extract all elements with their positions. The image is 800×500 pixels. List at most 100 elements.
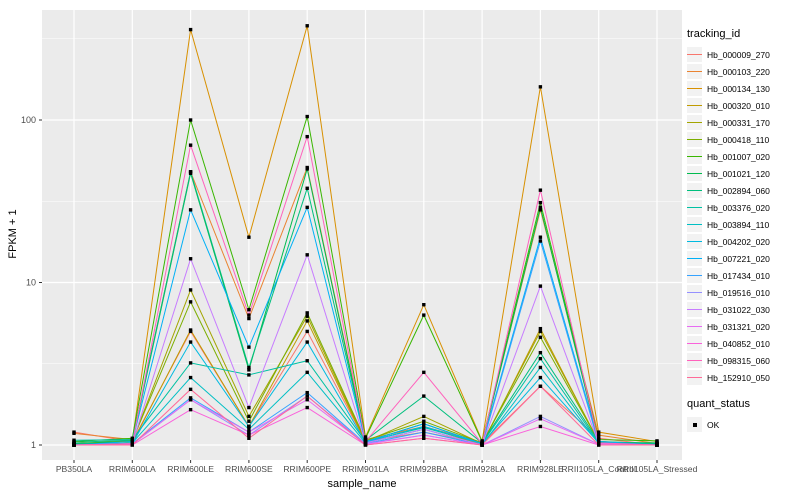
data-point: [538, 200, 543, 205]
plot-panel: [42, 10, 682, 460]
legend-line-icon: [687, 376, 702, 379]
data-point: [597, 433, 601, 437]
data-point: [247, 405, 251, 410]
legend-item: Hb_004202_020: [687, 234, 799, 249]
data-point: [538, 335, 543, 340]
legend-line-icon: [687, 87, 702, 90]
legend-line-icon: [687, 189, 702, 192]
data-point: [538, 205, 543, 210]
x-tick-label: RRII105LA_Control: [561, 464, 636, 474]
legend-key: [687, 115, 702, 130]
data-point: [247, 308, 251, 312]
data-point: [188, 375, 193, 380]
legend-key: [687, 302, 702, 317]
legend-line-icon: [687, 155, 702, 158]
data-point: [188, 143, 193, 147]
legend-items: Hb_000009_270 Hb_000103_220 Hb_000134_130 H…: [687, 47, 799, 385]
y-tick-label: 100: [21, 115, 36, 125]
x-tick-label: RRIM928BA: [400, 464, 448, 474]
legend-line-icon: [687, 104, 702, 107]
data-point: [247, 313, 251, 317]
legend-key: [687, 285, 702, 300]
legend-item: Hb_019516_010: [687, 285, 799, 300]
data-point: [597, 437, 601, 442]
data-point: [247, 316, 251, 321]
legend-line-icon: [687, 342, 702, 345]
data-point: [247, 436, 251, 440]
legend-key: [687, 319, 702, 334]
legend-item: Hb_040852_010: [687, 336, 799, 351]
data-point: [247, 424, 251, 429]
legend-key: [687, 200, 702, 215]
legend-item-label: Hb_040852_010: [707, 338, 770, 349]
legend-key: [687, 149, 702, 164]
data-point: [305, 24, 309, 28]
data-point: [247, 414, 251, 419]
legend-key: [687, 98, 702, 113]
data-point: [422, 424, 426, 429]
legend-item: Hb_000418_110: [687, 132, 799, 147]
data-point: [305, 319, 309, 323]
data-point: [597, 441, 601, 445]
data-point: [538, 384, 543, 388]
quant-status-label: OK: [707, 419, 720, 430]
data-point: [188, 288, 193, 292]
data-point: [305, 340, 309, 344]
data-point: [130, 439, 134, 444]
legend-line-icon: [687, 121, 702, 124]
data-point: [72, 438, 76, 442]
data-point: [188, 398, 193, 402]
data-point: [247, 373, 251, 377]
data-point: [538, 284, 543, 288]
data-point: [363, 443, 368, 447]
legend-key: [687, 166, 702, 181]
data-point: [188, 208, 193, 212]
legend: tracking_id Hb_000009_270 Hb_000103_220 Hb…: [687, 28, 799, 434]
data-point: [305, 114, 309, 119]
legend-item-label: Hb_003894_110: [707, 219, 770, 230]
legend-line-icon: [687, 240, 702, 243]
data-point: [188, 361, 193, 365]
data-point: [538, 239, 543, 243]
x-tick-label: RRIM600LE: [167, 464, 214, 474]
data-point: [363, 439, 368, 444]
x-tick-label: RRIM600SE: [225, 464, 273, 474]
legend-line-icon: [687, 359, 702, 362]
data-point: [305, 329, 309, 334]
legend-item: Hb_152910_050: [687, 370, 799, 385]
legend-item: Hb_000103_220: [687, 64, 799, 79]
legend-item: Hb_031022_030: [687, 302, 799, 317]
y-tick-label: 1: [31, 440, 36, 450]
legend-key: [687, 183, 702, 198]
legend-key: [687, 251, 702, 266]
y-axis-title: FPKM + 1: [7, 209, 19, 259]
legend-item-label: Hb_000331_170: [707, 117, 770, 128]
data-point: [188, 27, 193, 32]
data-point: [130, 437, 134, 442]
x-tick-label: RRIM928LA: [459, 464, 506, 474]
data-point: [305, 390, 309, 395]
data-point: [247, 365, 251, 370]
data-point: [422, 430, 426, 434]
data-point: [188, 118, 193, 122]
legend-item-label: Hb_001021_120: [707, 168, 770, 179]
legend-item: Hb_001007_020: [687, 149, 799, 164]
legend-item-label: Hb_031022_030: [707, 304, 770, 315]
legend-item-label: Hb_017434_010: [707, 270, 770, 281]
x-tick-label: RRIM600LA: [109, 464, 156, 474]
legend-line-icon: [687, 291, 702, 294]
data-point: [655, 443, 659, 447]
legend-item-label: Hb_031321_020: [707, 321, 770, 332]
data-point: [538, 326, 543, 331]
legend-title: tracking_id: [687, 28, 741, 40]
legend-item: Hb_003894_110: [687, 217, 799, 232]
data-point: [538, 85, 543, 89]
data-point: [188, 396, 193, 400]
data-point: [538, 208, 543, 212]
quant-legend-item: OK: [687, 417, 799, 432]
legend-item-label: Hb_002894_060: [707, 185, 770, 196]
legend-key: [687, 353, 702, 368]
x-tick-label: PB350LA: [56, 464, 93, 474]
data-point: [305, 370, 309, 375]
